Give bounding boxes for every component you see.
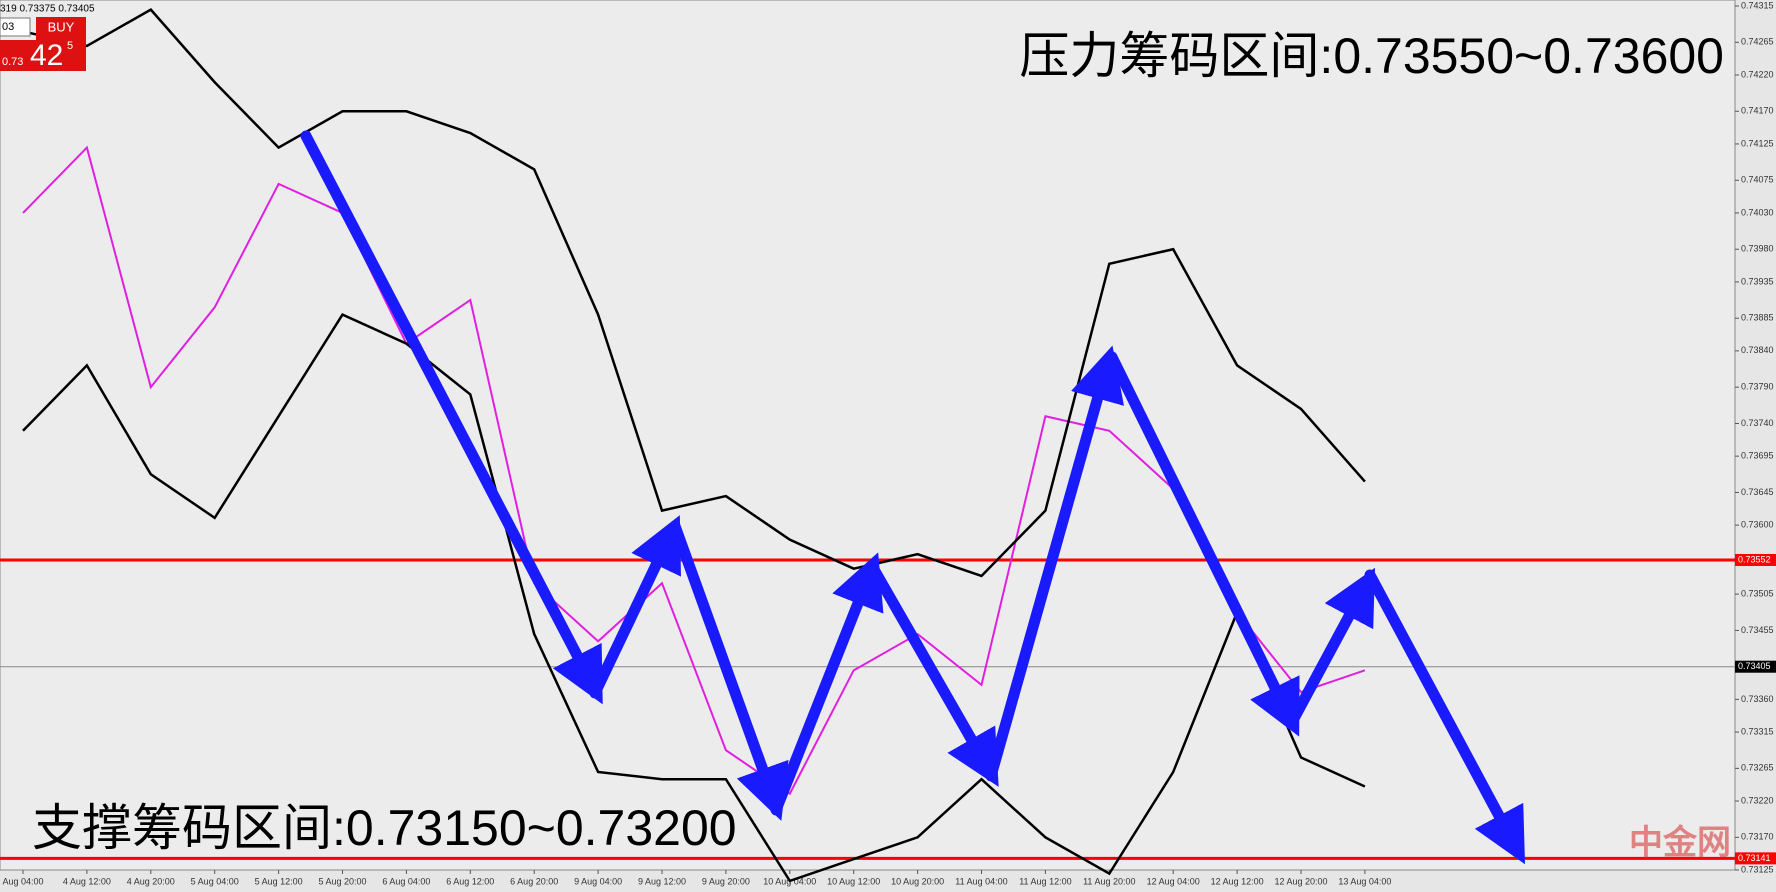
y-tick-label: 0.73885: [1741, 313, 1774, 323]
buy-button[interactable]: [36, 17, 86, 71]
x-tick-label: 11 Aug 12:00: [1019, 876, 1071, 886]
y-tick-label: 0.74125: [1741, 138, 1774, 148]
y-tick-label: 0.74170: [1741, 106, 1774, 116]
y-tick-label: 0.74265: [1741, 37, 1774, 47]
x-tick-label: 13 Aug 04:00: [1338, 876, 1391, 886]
x-tick-label: 10 Aug 12:00: [827, 876, 880, 886]
x-tick-label: Aug 04:00: [2, 876, 43, 886]
bid-big: 42: [30, 39, 63, 72]
x-tick-label: 9 Aug 12:00: [638, 876, 686, 886]
level-tag: [1735, 553, 1776, 566]
level-tag: [1735, 660, 1776, 673]
series-line: [22, 145, 1366, 796]
trade-widget: 319 0.73375 0.73405 03 BUY 0.73 42 5: [0, 4, 95, 72]
y-tick-label: 0.74220: [1741, 69, 1774, 79]
y-tick-label: 0.73360: [1741, 694, 1774, 704]
y-tick-label: 0.73220: [1741, 795, 1774, 805]
bid-box: [0, 40, 36, 71]
level-label: 0.73552: [1738, 554, 1771, 564]
x-tick-label: 5 Aug 20:00: [318, 876, 366, 886]
y-tick-label: 0.73740: [1741, 418, 1774, 428]
y-tick-label: 0.73935: [1741, 276, 1774, 286]
quote: 319 0.73375 0.73405: [0, 4, 95, 15]
level-tag: [1735, 852, 1776, 865]
y-tick-label: 0.73505: [1741, 588, 1774, 598]
y-tick-label: 0.74030: [1741, 207, 1774, 217]
series-line: [22, 8, 1366, 578]
y-tick-label: 0.73790: [1741, 382, 1774, 392]
y-tick-label: 0.73645: [1741, 487, 1774, 497]
x-tick-label: 6 Aug 12:00: [446, 876, 494, 886]
series-line: [22, 312, 1366, 883]
x-tick-label: 10 Aug 20:00: [891, 876, 944, 886]
level-label: 0.73141: [1738, 853, 1771, 863]
y-tick-label: 0.73840: [1741, 345, 1774, 355]
level-label: 0.73405: [1738, 661, 1771, 671]
buy-label: BUY: [48, 19, 75, 34]
lots-box[interactable]: [0, 17, 31, 37]
x-tick-label: 9 Aug 04:00: [574, 876, 622, 886]
x-tick-label: 6 Aug 04:00: [382, 876, 430, 886]
y-tick-label: 0.73455: [1741, 625, 1774, 635]
y-tick-label: 0.73125: [1741, 864, 1774, 874]
x-tick-label: 9 Aug 20:00: [702, 876, 750, 886]
y-tick-label: 0.73265: [1741, 763, 1774, 773]
support-note: 支撑筹码区间:0.73150~0.73200: [32, 800, 737, 856]
y-tick-label: 0.74075: [1741, 175, 1774, 185]
x-tick-label: 12 Aug 20:00: [1274, 876, 1327, 886]
y-tick-label: 0.73695: [1741, 451, 1774, 461]
x-tick-label: 4 Aug 20:00: [127, 876, 175, 886]
y-tick-label: 0.73170: [1741, 832, 1774, 842]
x-tick-label: 12 Aug 12:00: [1211, 876, 1264, 886]
y-tick-label: 0.73600: [1741, 520, 1774, 530]
forecast-arrows: [300, 130, 1525, 865]
x-tick-label: 6 Aug 20:00: [510, 876, 558, 886]
x-tick-label: 11 Aug 04:00: [955, 876, 1007, 886]
x-tick-label: 5 Aug 12:00: [255, 876, 303, 886]
watermark: 中金网: [1629, 823, 1731, 862]
x-tick-label: 5 Aug 04:00: [191, 876, 239, 886]
y-tick-label: 0.73315: [1741, 726, 1774, 736]
x-tick-label: 12 Aug 04:00: [1147, 876, 1200, 886]
resistance-note: 压力筹码区间:0.73550~0.73600: [1019, 28, 1724, 84]
y-tick-label: 0.73980: [1741, 244, 1774, 254]
x-tick-label: 4 Aug 12:00: [63, 876, 111, 886]
x-tick-label: 11 Aug 20:00: [1083, 876, 1135, 886]
bid-sup: 5: [67, 40, 73, 52]
bid-prefix: 0.73: [2, 56, 23, 68]
lots: 03: [2, 21, 14, 33]
y-tick-label: 0.74315: [1741, 0, 1774, 10]
